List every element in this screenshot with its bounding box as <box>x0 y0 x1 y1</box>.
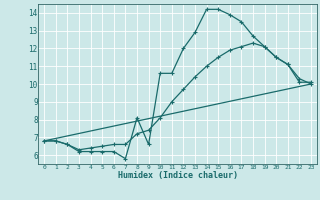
X-axis label: Humidex (Indice chaleur): Humidex (Indice chaleur) <box>118 171 238 180</box>
